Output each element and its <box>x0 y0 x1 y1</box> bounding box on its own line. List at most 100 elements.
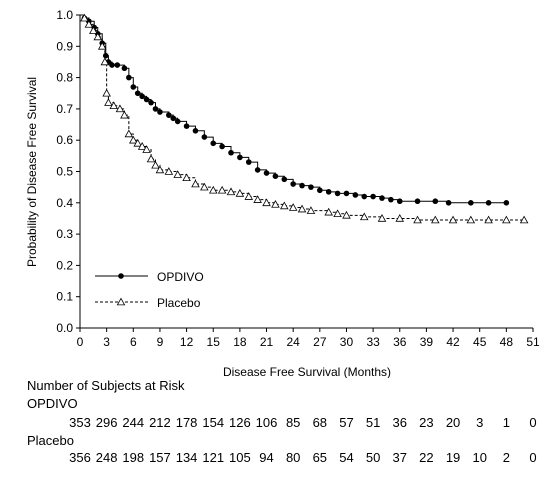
data-point <box>84 19 94 28</box>
y-tick-label: 0.7 <box>56 102 73 116</box>
risk-cell: 157 <box>149 450 171 465</box>
data-point <box>166 112 172 118</box>
data-point <box>200 182 209 191</box>
x-tick-label: 27 <box>313 335 327 349</box>
data-point <box>217 185 227 194</box>
risk-cell: 198 <box>122 450 145 465</box>
x-tick-label: 48 <box>500 335 514 349</box>
data-point <box>155 165 165 174</box>
data-point <box>502 215 511 224</box>
legend-item-opdivo: OPDIVO <box>95 270 204 284</box>
legend: OPDIVO Placebo <box>95 270 204 310</box>
data-point <box>254 167 261 173</box>
data-point <box>325 189 332 195</box>
data-point <box>137 142 147 150</box>
risk-cell: 178 <box>175 415 198 430</box>
risk-cell: 94 <box>259 450 274 465</box>
x-tick-label: 21 <box>260 335 274 349</box>
data-point <box>245 159 252 165</box>
data-point <box>395 214 405 222</box>
risk-cell: 134 <box>175 450 198 465</box>
data-point <box>244 192 254 200</box>
data-point <box>484 215 493 224</box>
data-point <box>191 179 200 188</box>
y-tick-label: 0.3 <box>56 227 73 241</box>
data-point <box>281 176 288 183</box>
x-tick-label: 42 <box>446 335 460 349</box>
data-point <box>263 170 270 176</box>
data-point <box>208 185 218 194</box>
data-point <box>445 200 452 206</box>
risk-cell: 36 <box>392 415 407 430</box>
y-tick-label: 0.4 <box>56 196 73 210</box>
data-point <box>388 196 394 203</box>
data-point <box>299 182 305 189</box>
data-point <box>143 96 150 103</box>
data-point <box>130 84 137 90</box>
risk-cell: 50 <box>365 450 381 465</box>
data-point <box>306 206 316 214</box>
risk-cell: 51 <box>365 415 381 430</box>
x-tick-label: 3 <box>103 335 110 349</box>
x-tick-label: 0 <box>77 335 84 349</box>
risk-cell: 68 <box>312 415 328 430</box>
risk-cell: 2 <box>502 450 510 465</box>
data-point <box>109 62 115 68</box>
data-point <box>126 74 132 81</box>
risk-cell: 23 <box>419 415 434 430</box>
x-tick-label: 12 <box>180 335 194 349</box>
risk-cell: 57 <box>339 415 354 430</box>
x-tick-label: 51 <box>526 335 540 349</box>
y-tick-label: 0.9 <box>56 39 73 53</box>
risk-cell: 106 <box>255 415 278 430</box>
y-tick-label: 0.6 <box>56 133 73 147</box>
risk-cell: 121 <box>202 450 225 465</box>
data-point <box>183 123 190 129</box>
series-placebo <box>80 13 529 224</box>
risk-cell: 65 <box>312 450 328 465</box>
data-point <box>148 99 154 106</box>
risk-cell: 244 <box>122 415 145 430</box>
data-point <box>114 62 121 68</box>
y-tick-label: 1.0 <box>56 8 73 22</box>
km-chart: 0.00.10.20.30.40.50.60.70.80.91.0 0 3 6 9 12… <box>25 8 540 378</box>
risk-row: 356 248 198 157 134 121 105 94 80 65 54 50 37 22 19 10 2… <box>0 450 558 468</box>
risk-cell: 19 <box>445 450 461 465</box>
data-point <box>142 145 151 153</box>
risk-cell: 296 <box>95 415 118 430</box>
risk-cell: 10 <box>472 450 487 465</box>
data-point <box>97 41 107 50</box>
risk-cell: 0 <box>529 415 537 430</box>
risk-cell: 0 <box>529 450 537 465</box>
risk-cell: 54 <box>339 450 354 465</box>
y-tick-label: 0.2 <box>56 258 73 272</box>
risk-row-label: Placebo <box>27 433 74 448</box>
data-point <box>333 209 342 218</box>
data-point <box>414 198 421 205</box>
data-point <box>379 195 385 201</box>
data-point <box>102 88 111 97</box>
data-point <box>468 200 474 206</box>
data-point <box>121 65 128 72</box>
risk-cell: 212 <box>149 415 171 430</box>
data-point <box>102 52 109 59</box>
series-opdivo <box>80 14 510 206</box>
data-point <box>124 129 134 138</box>
data-point <box>157 109 163 115</box>
data-point <box>228 149 234 156</box>
risk-cell: 353 <box>69 415 91 430</box>
legend-item-placebo: Placebo <box>95 296 201 310</box>
series-line <box>80 14 507 204</box>
x-axis-label: Disease Free Survival (Months) <box>223 365 391 378</box>
data-point <box>210 140 217 147</box>
data-point <box>151 160 160 169</box>
data-point <box>173 170 182 178</box>
data-point <box>80 13 89 22</box>
data-point <box>290 181 296 187</box>
data-point <box>93 32 103 41</box>
y-axis-label: Probability of Disease Free Survival <box>25 77 39 267</box>
data-point <box>503 200 510 206</box>
risk-cell: 85 <box>285 415 301 430</box>
data-point <box>139 93 145 100</box>
data-point <box>104 98 113 106</box>
